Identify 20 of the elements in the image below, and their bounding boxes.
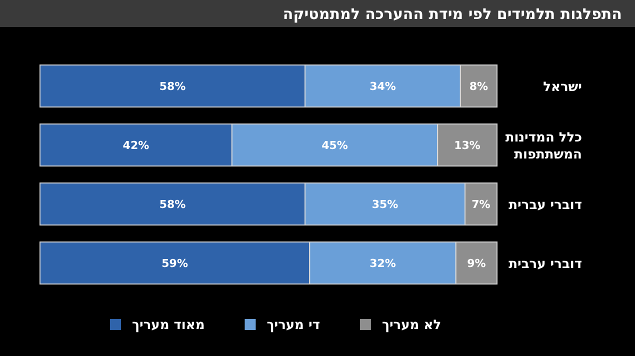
y-tick-label: כלל המדינות המשתתפות	[505, 130, 582, 162]
data-label: 59%	[162, 257, 188, 270]
data-label: 9%	[467, 257, 486, 270]
data-label: 13%	[454, 139, 480, 152]
text: מאוד מעריך	[132, 318, 205, 333]
data-label: 7%	[472, 198, 490, 211]
data-label: 8%	[469, 80, 488, 93]
legend-label: די מעריך	[266, 318, 320, 333]
data-label: 58%	[159, 80, 186, 93]
data-label: 45%	[322, 139, 348, 152]
data-label: 58%	[159, 198, 186, 211]
data-label: 32%	[370, 257, 396, 270]
y-tick-label: דוברי ערבית	[508, 257, 582, 272]
data-label: 35%	[372, 198, 398, 211]
data-label: 42%	[122, 139, 150, 152]
legend-label: לא מעריך	[382, 318, 442, 333]
data-label: 34%	[370, 80, 396, 93]
y-tick-label: דוברי עברית	[508, 198, 582, 213]
chart-title: התפלגות תלמידים לפי מידת ההערכה למתמטיקה	[282, 5, 622, 23]
y-tick-label: ישראל	[543, 80, 582, 95]
